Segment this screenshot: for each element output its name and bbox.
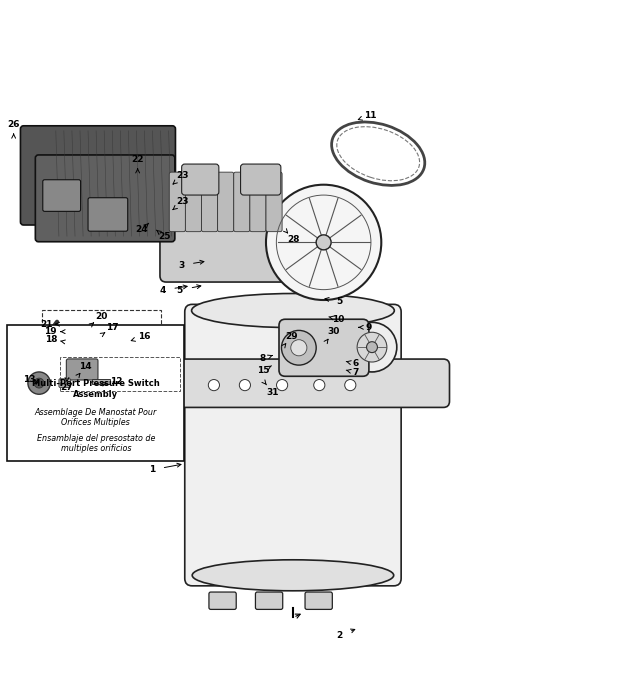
Text: 26: 26 <box>7 120 20 129</box>
Text: 10: 10 <box>332 315 345 324</box>
FancyBboxPatch shape <box>255 592 283 609</box>
Circle shape <box>316 235 331 250</box>
FancyBboxPatch shape <box>250 172 266 232</box>
Circle shape <box>266 185 381 300</box>
FancyBboxPatch shape <box>185 172 202 232</box>
Text: 1: 1 <box>149 466 155 475</box>
Text: eReplacementParts.com: eReplacementParts.com <box>213 389 432 408</box>
FancyBboxPatch shape <box>266 172 282 232</box>
Text: 28: 28 <box>288 235 300 244</box>
FancyBboxPatch shape <box>160 214 303 282</box>
Circle shape <box>314 380 325 391</box>
FancyBboxPatch shape <box>55 335 69 346</box>
Text: 30: 30 <box>327 327 340 336</box>
Text: 12: 12 <box>110 377 123 386</box>
FancyBboxPatch shape <box>169 172 185 232</box>
Circle shape <box>291 340 307 356</box>
Text: 14: 14 <box>79 362 92 371</box>
FancyBboxPatch shape <box>209 592 236 609</box>
Circle shape <box>208 380 219 391</box>
Text: 17: 17 <box>107 322 119 332</box>
FancyBboxPatch shape <box>202 172 218 232</box>
Circle shape <box>345 380 356 391</box>
Text: 9: 9 <box>366 322 372 332</box>
Ellipse shape <box>192 294 394 327</box>
Text: 16: 16 <box>138 332 150 341</box>
Circle shape <box>357 332 387 362</box>
FancyBboxPatch shape <box>59 379 71 387</box>
Text: 7: 7 <box>353 368 359 377</box>
Text: 23: 23 <box>177 197 189 206</box>
Ellipse shape <box>192 560 394 591</box>
Circle shape <box>347 322 397 372</box>
Circle shape <box>239 380 250 391</box>
FancyBboxPatch shape <box>88 198 128 231</box>
FancyBboxPatch shape <box>185 304 401 586</box>
Text: 18: 18 <box>45 334 57 343</box>
FancyBboxPatch shape <box>43 180 81 211</box>
FancyBboxPatch shape <box>35 155 175 242</box>
Circle shape <box>281 330 316 365</box>
FancyBboxPatch shape <box>156 359 450 408</box>
Text: 24: 24 <box>135 225 148 235</box>
Text: 4: 4 <box>159 285 166 295</box>
Bar <box>92 380 110 385</box>
Text: Ensamblaje del presostato de
multiples orificios: Ensamblaje del presostato de multiples o… <box>37 434 155 453</box>
Text: 3: 3 <box>178 261 184 270</box>
Text: 5: 5 <box>177 285 183 295</box>
Text: 23: 23 <box>177 171 189 180</box>
Circle shape <box>366 342 378 352</box>
FancyBboxPatch shape <box>241 164 281 195</box>
FancyBboxPatch shape <box>234 172 250 232</box>
Text: 19: 19 <box>45 327 57 336</box>
Text: 31: 31 <box>267 388 279 397</box>
Text: 21: 21 <box>40 320 53 329</box>
Text: 5: 5 <box>337 297 343 306</box>
Text: 2: 2 <box>337 631 343 640</box>
Text: 6: 6 <box>353 359 359 369</box>
FancyBboxPatch shape <box>218 172 234 232</box>
Text: Assemblage De Manostat Pour
Orifices Multiples: Assemblage De Manostat Pour Orifices Mul… <box>35 408 157 427</box>
Text: Multi-Port Pressure Switch
Assembly: Multi-Port Pressure Switch Assembly <box>32 380 160 399</box>
Bar <box>42 310 161 352</box>
Text: 27: 27 <box>61 383 73 392</box>
Text: 25: 25 <box>158 232 170 241</box>
FancyBboxPatch shape <box>279 319 369 376</box>
FancyBboxPatch shape <box>118 331 151 346</box>
FancyBboxPatch shape <box>305 592 332 609</box>
Circle shape <box>28 372 50 394</box>
Text: 11: 11 <box>365 111 377 120</box>
FancyBboxPatch shape <box>66 359 98 380</box>
Bar <box>60 357 180 391</box>
Text: 29: 29 <box>285 332 298 341</box>
Text: 20: 20 <box>95 312 107 321</box>
Text: 13: 13 <box>23 376 35 385</box>
Circle shape <box>34 378 44 388</box>
FancyBboxPatch shape <box>20 126 175 225</box>
Circle shape <box>277 380 288 391</box>
FancyBboxPatch shape <box>182 164 219 195</box>
Text: 15: 15 <box>257 366 269 376</box>
Text: 22: 22 <box>131 155 144 164</box>
Text: 8: 8 <box>260 355 266 364</box>
Bar <box>7 325 184 461</box>
